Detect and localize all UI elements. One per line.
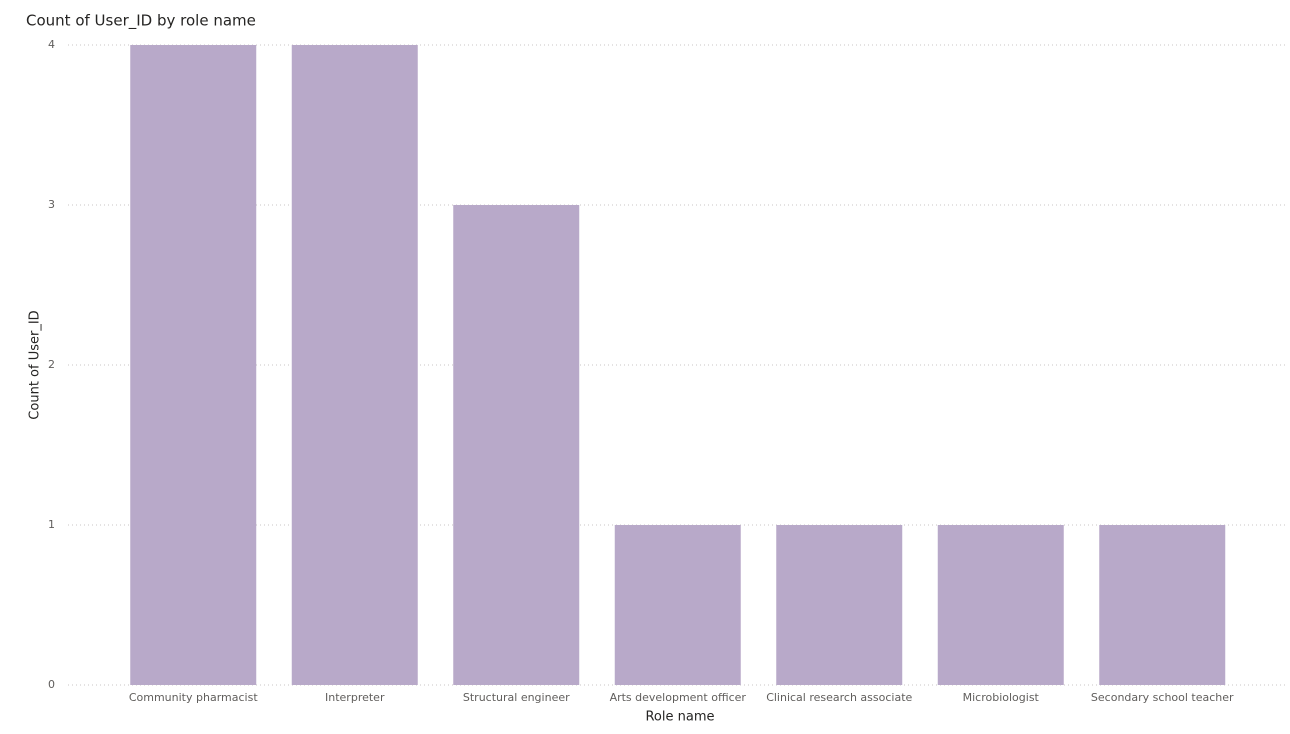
y-tick-label: 1 xyxy=(48,518,55,531)
x-tick-label: Structural engineer xyxy=(463,691,570,704)
x-tick-label: Arts development officer xyxy=(610,691,747,704)
bar xyxy=(937,525,1064,685)
x-tick-label: Community pharmacist xyxy=(129,691,258,704)
bar xyxy=(776,525,903,685)
bar xyxy=(614,525,741,685)
y-tick-label: 4 xyxy=(48,38,55,51)
x-tick-label: Clinical research associate xyxy=(766,691,912,704)
y-tick-label: 2 xyxy=(48,358,55,371)
y-axis-title: Count of User_ID xyxy=(28,310,43,419)
y-tick-label: 0 xyxy=(48,678,55,691)
x-tick-label: Microbiologist xyxy=(963,691,1040,704)
x-axis-title: Role name xyxy=(645,710,714,725)
bar xyxy=(291,45,418,685)
bar xyxy=(130,45,257,685)
x-tick-label: Secondary school teacher xyxy=(1091,691,1234,704)
y-tick-label: 3 xyxy=(48,198,55,211)
bar xyxy=(1099,525,1226,685)
x-tick-label: Interpreter xyxy=(325,691,385,704)
chart-title: Count of User_ID by role name xyxy=(26,12,256,31)
bar xyxy=(453,205,580,685)
